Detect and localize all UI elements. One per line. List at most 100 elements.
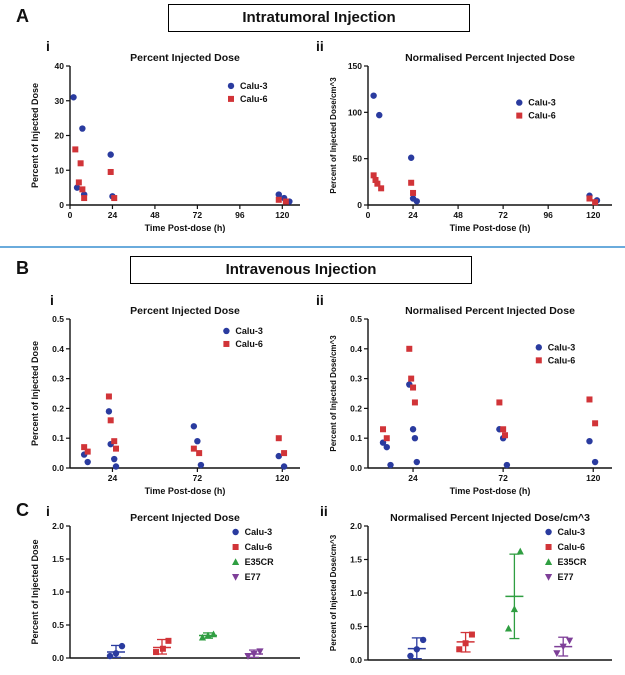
svg-text:0.1: 0.1 bbox=[350, 433, 362, 443]
svg-text:1.5: 1.5 bbox=[350, 555, 362, 565]
svg-text:Calu-6: Calu-6 bbox=[548, 355, 576, 365]
svg-text:0.0: 0.0 bbox=[52, 653, 64, 663]
svg-text:Calu-6: Calu-6 bbox=[245, 542, 273, 552]
svg-text:120: 120 bbox=[586, 473, 600, 483]
chart-a-i-percent-injected-dose: Percent Injected Dose 0 24 48 72 96 120 0 10 20 30… bbox=[30, 52, 300, 233]
svg-text:Normalised Percent Injected Do: Normalised Percent Injected Dose bbox=[405, 305, 575, 317]
svg-text:150: 150 bbox=[348, 61, 362, 71]
svg-text:0: 0 bbox=[68, 210, 73, 220]
svg-text:40: 40 bbox=[55, 61, 65, 71]
svg-text:Percent of Injected Dose: Percent of Injected Dose bbox=[30, 539, 40, 644]
panel-a-sub-ii: ii bbox=[316, 38, 324, 54]
svg-text:96: 96 bbox=[543, 210, 553, 220]
svg-text:Percent of Injected Dose/cm^3: Percent of Injected Dose/cm^3 bbox=[329, 335, 338, 452]
panel-b-sub-i: i bbox=[50, 292, 54, 308]
panel-c-letter: C bbox=[16, 500, 29, 520]
svg-text:10: 10 bbox=[55, 165, 65, 175]
svg-text:E77: E77 bbox=[245, 572, 261, 582]
svg-text:1.5: 1.5 bbox=[52, 554, 64, 564]
svg-text:1.0: 1.0 bbox=[52, 587, 64, 597]
svg-text:72: 72 bbox=[498, 473, 508, 483]
svg-text:72: 72 bbox=[193, 473, 203, 483]
svg-text:20: 20 bbox=[55, 131, 65, 141]
svg-text:24: 24 bbox=[408, 210, 418, 220]
svg-text:Percent of Injected Dose/cm^3: Percent of Injected Dose/cm^3 bbox=[329, 77, 338, 194]
chart-a-ii-normalised-percent-injected-dose: Normalised Percent Injected Dose 0 24 48 72 9… bbox=[329, 52, 612, 233]
svg-text:0.5: 0.5 bbox=[350, 622, 362, 632]
svg-text:2.0: 2.0 bbox=[350, 521, 362, 531]
svg-text:Calu-6: Calu-6 bbox=[528, 111, 556, 121]
svg-text:Percent Injected Dose: Percent Injected Dose bbox=[130, 52, 240, 64]
svg-text:Normalised Percent Injected Do: Normalised Percent Injected Dose/cm^3 bbox=[390, 512, 590, 524]
panel-a-title: Intratumoral Injection bbox=[168, 4, 470, 32]
panel-b-letter: B bbox=[16, 258, 29, 278]
svg-text:Percent Injected Dose: Percent Injected Dose bbox=[130, 512, 240, 524]
svg-text:0: 0 bbox=[366, 210, 371, 220]
svg-text:24: 24 bbox=[108, 210, 118, 220]
svg-text:Calu-6: Calu-6 bbox=[240, 94, 268, 104]
svg-text:Calu-6: Calu-6 bbox=[558, 542, 586, 552]
svg-text:0: 0 bbox=[357, 200, 362, 210]
svg-text:Calu-3: Calu-3 bbox=[528, 98, 556, 108]
chart-c-i-percent-injected-dose: Percent Injected Dose 0.0 0.5 1.0 1.5 2.0 Perc… bbox=[30, 512, 300, 663]
svg-text:0: 0 bbox=[59, 200, 64, 210]
svg-text:Calu-3: Calu-3 bbox=[558, 527, 586, 537]
svg-text:Time Post-dose (h): Time Post-dose (h) bbox=[145, 223, 226, 233]
svg-text:2.0: 2.0 bbox=[52, 521, 64, 531]
svg-text:48: 48 bbox=[150, 210, 160, 220]
svg-text:0.5: 0.5 bbox=[52, 620, 64, 630]
chart-b-ii-normalised-percent-injected-dose: Normalised Percent Injected Dose 24 72 120 0… bbox=[329, 305, 612, 496]
svg-text:Percent of Injected Dose: Percent of Injected Dose bbox=[30, 83, 40, 188]
svg-text:100: 100 bbox=[348, 107, 362, 117]
svg-text:Normalised Percent Injected Do: Normalised Percent Injected Dose bbox=[405, 52, 575, 64]
svg-text:0.3: 0.3 bbox=[350, 374, 362, 384]
svg-text:E35CR: E35CR bbox=[245, 557, 275, 567]
panel-a-letter: A bbox=[16, 6, 29, 26]
svg-text:Time Post-dose (h): Time Post-dose (h) bbox=[450, 223, 531, 233]
svg-text:0.1: 0.1 bbox=[52, 433, 64, 443]
chart-b-i-percent-injected-dose: Percent Injected Dose 24 72 120 0.0 0.1 0.2 0.3… bbox=[30, 305, 300, 496]
svg-text:50: 50 bbox=[353, 154, 363, 164]
svg-text:Calu-3: Calu-3 bbox=[240, 81, 268, 91]
svg-text:120: 120 bbox=[586, 210, 600, 220]
svg-text:0.0: 0.0 bbox=[350, 463, 362, 473]
svg-text:Percent of Injected Dose: Percent of Injected Dose bbox=[30, 341, 40, 446]
svg-text:Calu-6: Calu-6 bbox=[235, 339, 263, 349]
svg-text:Time Post-dose (h): Time Post-dose (h) bbox=[145, 486, 226, 496]
svg-text:Calu-3: Calu-3 bbox=[548, 342, 576, 352]
svg-text:Percent of Injected Dose/cm^3: Percent of Injected Dose/cm^3 bbox=[329, 534, 338, 651]
svg-text:1.0: 1.0 bbox=[350, 588, 362, 598]
svg-text:0.0: 0.0 bbox=[52, 463, 64, 473]
svg-text:0.0: 0.0 bbox=[350, 655, 362, 665]
svg-text:24: 24 bbox=[408, 473, 418, 483]
svg-text:72: 72 bbox=[193, 210, 203, 220]
panel-b-sub-ii: ii bbox=[316, 292, 324, 308]
svg-text:120: 120 bbox=[275, 473, 289, 483]
svg-text:Calu-3: Calu-3 bbox=[245, 527, 273, 537]
svg-text:72: 72 bbox=[498, 210, 508, 220]
svg-text:E35CR: E35CR bbox=[558, 557, 588, 567]
panel-c-sub-i: i bbox=[46, 503, 50, 519]
svg-text:0.4: 0.4 bbox=[52, 344, 64, 354]
svg-text:0.5: 0.5 bbox=[52, 314, 64, 324]
svg-text:0.3: 0.3 bbox=[52, 374, 64, 384]
panel-c-sub-ii: ii bbox=[320, 503, 328, 519]
svg-text:0.2: 0.2 bbox=[52, 403, 64, 413]
svg-text:30: 30 bbox=[55, 96, 65, 106]
panel-a-sub-i: i bbox=[46, 38, 50, 54]
svg-text:0.4: 0.4 bbox=[350, 344, 362, 354]
svg-text:Calu-3: Calu-3 bbox=[235, 326, 263, 336]
svg-text:96: 96 bbox=[235, 210, 245, 220]
svg-text:24: 24 bbox=[108, 473, 118, 483]
chart-c-ii-normalised-percent-injected-dose: Normalised Percent Injected Dose/cm^3 0.0… bbox=[329, 512, 612, 665]
svg-text:Percent Injected Dose: Percent Injected Dose bbox=[130, 305, 240, 317]
section-divider bbox=[0, 246, 625, 248]
panel-b-title: Intravenous Injection bbox=[130, 256, 472, 284]
svg-text:120: 120 bbox=[275, 210, 289, 220]
svg-text:Time Post-dose (h): Time Post-dose (h) bbox=[450, 486, 531, 496]
svg-text:0.5: 0.5 bbox=[350, 314, 362, 324]
svg-text:48: 48 bbox=[453, 210, 463, 220]
svg-text:E77: E77 bbox=[558, 572, 574, 582]
svg-text:0.2: 0.2 bbox=[350, 403, 362, 413]
